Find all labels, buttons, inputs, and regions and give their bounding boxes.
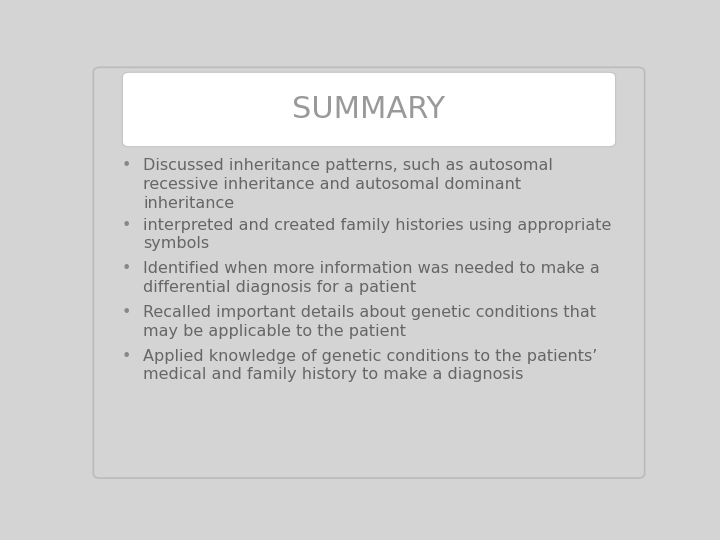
Text: interpreted and created family histories using appropriate
symbols: interpreted and created family histories… — [143, 218, 611, 252]
Text: SUMMARY: SUMMARY — [292, 95, 446, 124]
Text: Identified when more information was needed to make a
differential diagnosis for: Identified when more information was nee… — [143, 261, 600, 295]
Text: •: • — [122, 158, 131, 173]
FancyBboxPatch shape — [94, 68, 644, 478]
Text: •: • — [122, 305, 131, 320]
Text: •: • — [122, 349, 131, 364]
Text: •: • — [122, 261, 131, 276]
Text: Recalled important details about genetic conditions that
may be applicable to th: Recalled important details about genetic… — [143, 305, 596, 339]
FancyBboxPatch shape — [122, 72, 616, 147]
Text: •: • — [122, 218, 131, 233]
Text: Applied knowledge of genetic conditions to the patients’
medical and family hist: Applied knowledge of genetic conditions … — [143, 349, 598, 382]
Text: Discussed inheritance patterns, such as autosomal
recessive inheritance and auto: Discussed inheritance patterns, such as … — [143, 158, 553, 211]
